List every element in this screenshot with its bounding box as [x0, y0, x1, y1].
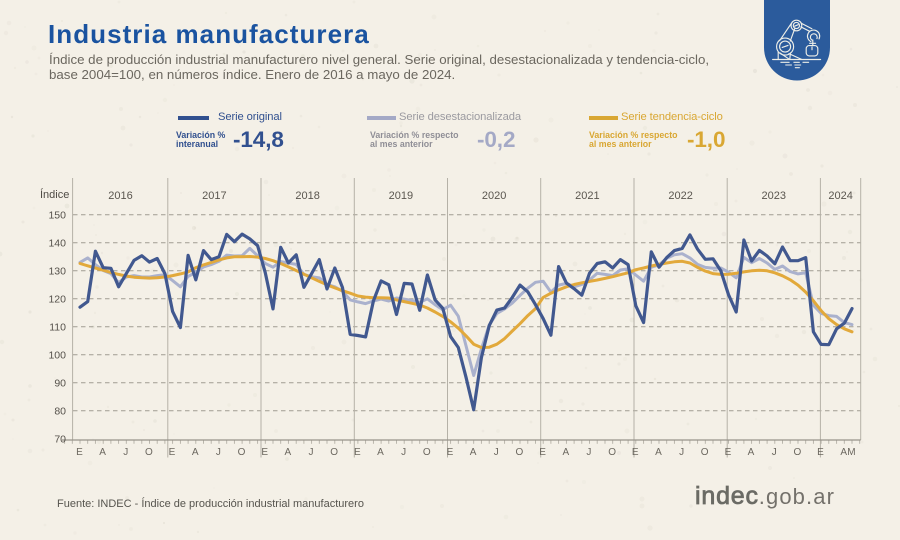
svg-text:O: O [330, 447, 338, 458]
svg-text:E: E [354, 447, 361, 458]
svg-text:A: A [192, 447, 199, 458]
svg-text:E: E [817, 447, 824, 458]
svg-text:A: A [655, 447, 662, 458]
svg-text:100: 100 [48, 349, 66, 361]
svg-text:80: 80 [54, 405, 66, 417]
svg-text:J: J [216, 447, 221, 458]
svg-text:2017: 2017 [202, 190, 226, 202]
svg-text:O: O [145, 447, 153, 458]
svg-text:J: J [679, 447, 684, 458]
svg-text:2020: 2020 [482, 190, 506, 202]
svg-text:A: A [99, 447, 106, 458]
svg-text:O: O [516, 447, 524, 458]
svg-text:E: E [76, 447, 83, 458]
svg-text:130: 130 [48, 265, 66, 277]
svg-text:2023: 2023 [762, 190, 786, 202]
svg-text:2016: 2016 [108, 190, 132, 202]
svg-text:140: 140 [48, 237, 66, 249]
svg-text:2022: 2022 [668, 190, 692, 202]
svg-text:E: E [169, 447, 176, 458]
svg-text:E: E [725, 447, 732, 458]
svg-text:2019: 2019 [389, 190, 413, 202]
svg-text:E: E [632, 447, 639, 458]
svg-text:J: J [401, 447, 406, 458]
svg-text:O: O [423, 447, 431, 458]
svg-text:O: O [238, 447, 246, 458]
svg-text:J: J [772, 447, 777, 458]
svg-text:E: E [539, 447, 546, 458]
svg-text:J: J [494, 447, 499, 458]
svg-text:2018: 2018 [295, 190, 319, 202]
svg-text:E: E [447, 447, 454, 458]
svg-text:110: 110 [49, 321, 66, 333]
svg-text:90: 90 [54, 377, 66, 389]
svg-text:A: A [470, 447, 477, 458]
svg-text:O: O [794, 447, 802, 458]
svg-text:150: 150 [48, 209, 66, 221]
svg-text:M: M [847, 447, 855, 458]
svg-text:A: A [377, 447, 384, 458]
svg-text:O: O [701, 447, 709, 458]
svg-text:O: O [608, 447, 616, 458]
svg-text:A: A [562, 447, 569, 458]
svg-text:J: J [586, 447, 591, 458]
svg-text:Índice: Índice [40, 188, 69, 201]
svg-text:2021: 2021 [575, 190, 599, 202]
svg-text:A: A [748, 447, 755, 458]
svg-text:2024: 2024 [828, 190, 852, 202]
svg-text:J: J [309, 447, 314, 458]
svg-text:A: A [840, 447, 847, 458]
svg-text:A: A [284, 447, 291, 458]
svg-text:120: 120 [48, 293, 66, 305]
svg-text:70: 70 [54, 433, 66, 445]
svg-text:J: J [123, 447, 128, 458]
svg-text:E: E [261, 447, 268, 458]
